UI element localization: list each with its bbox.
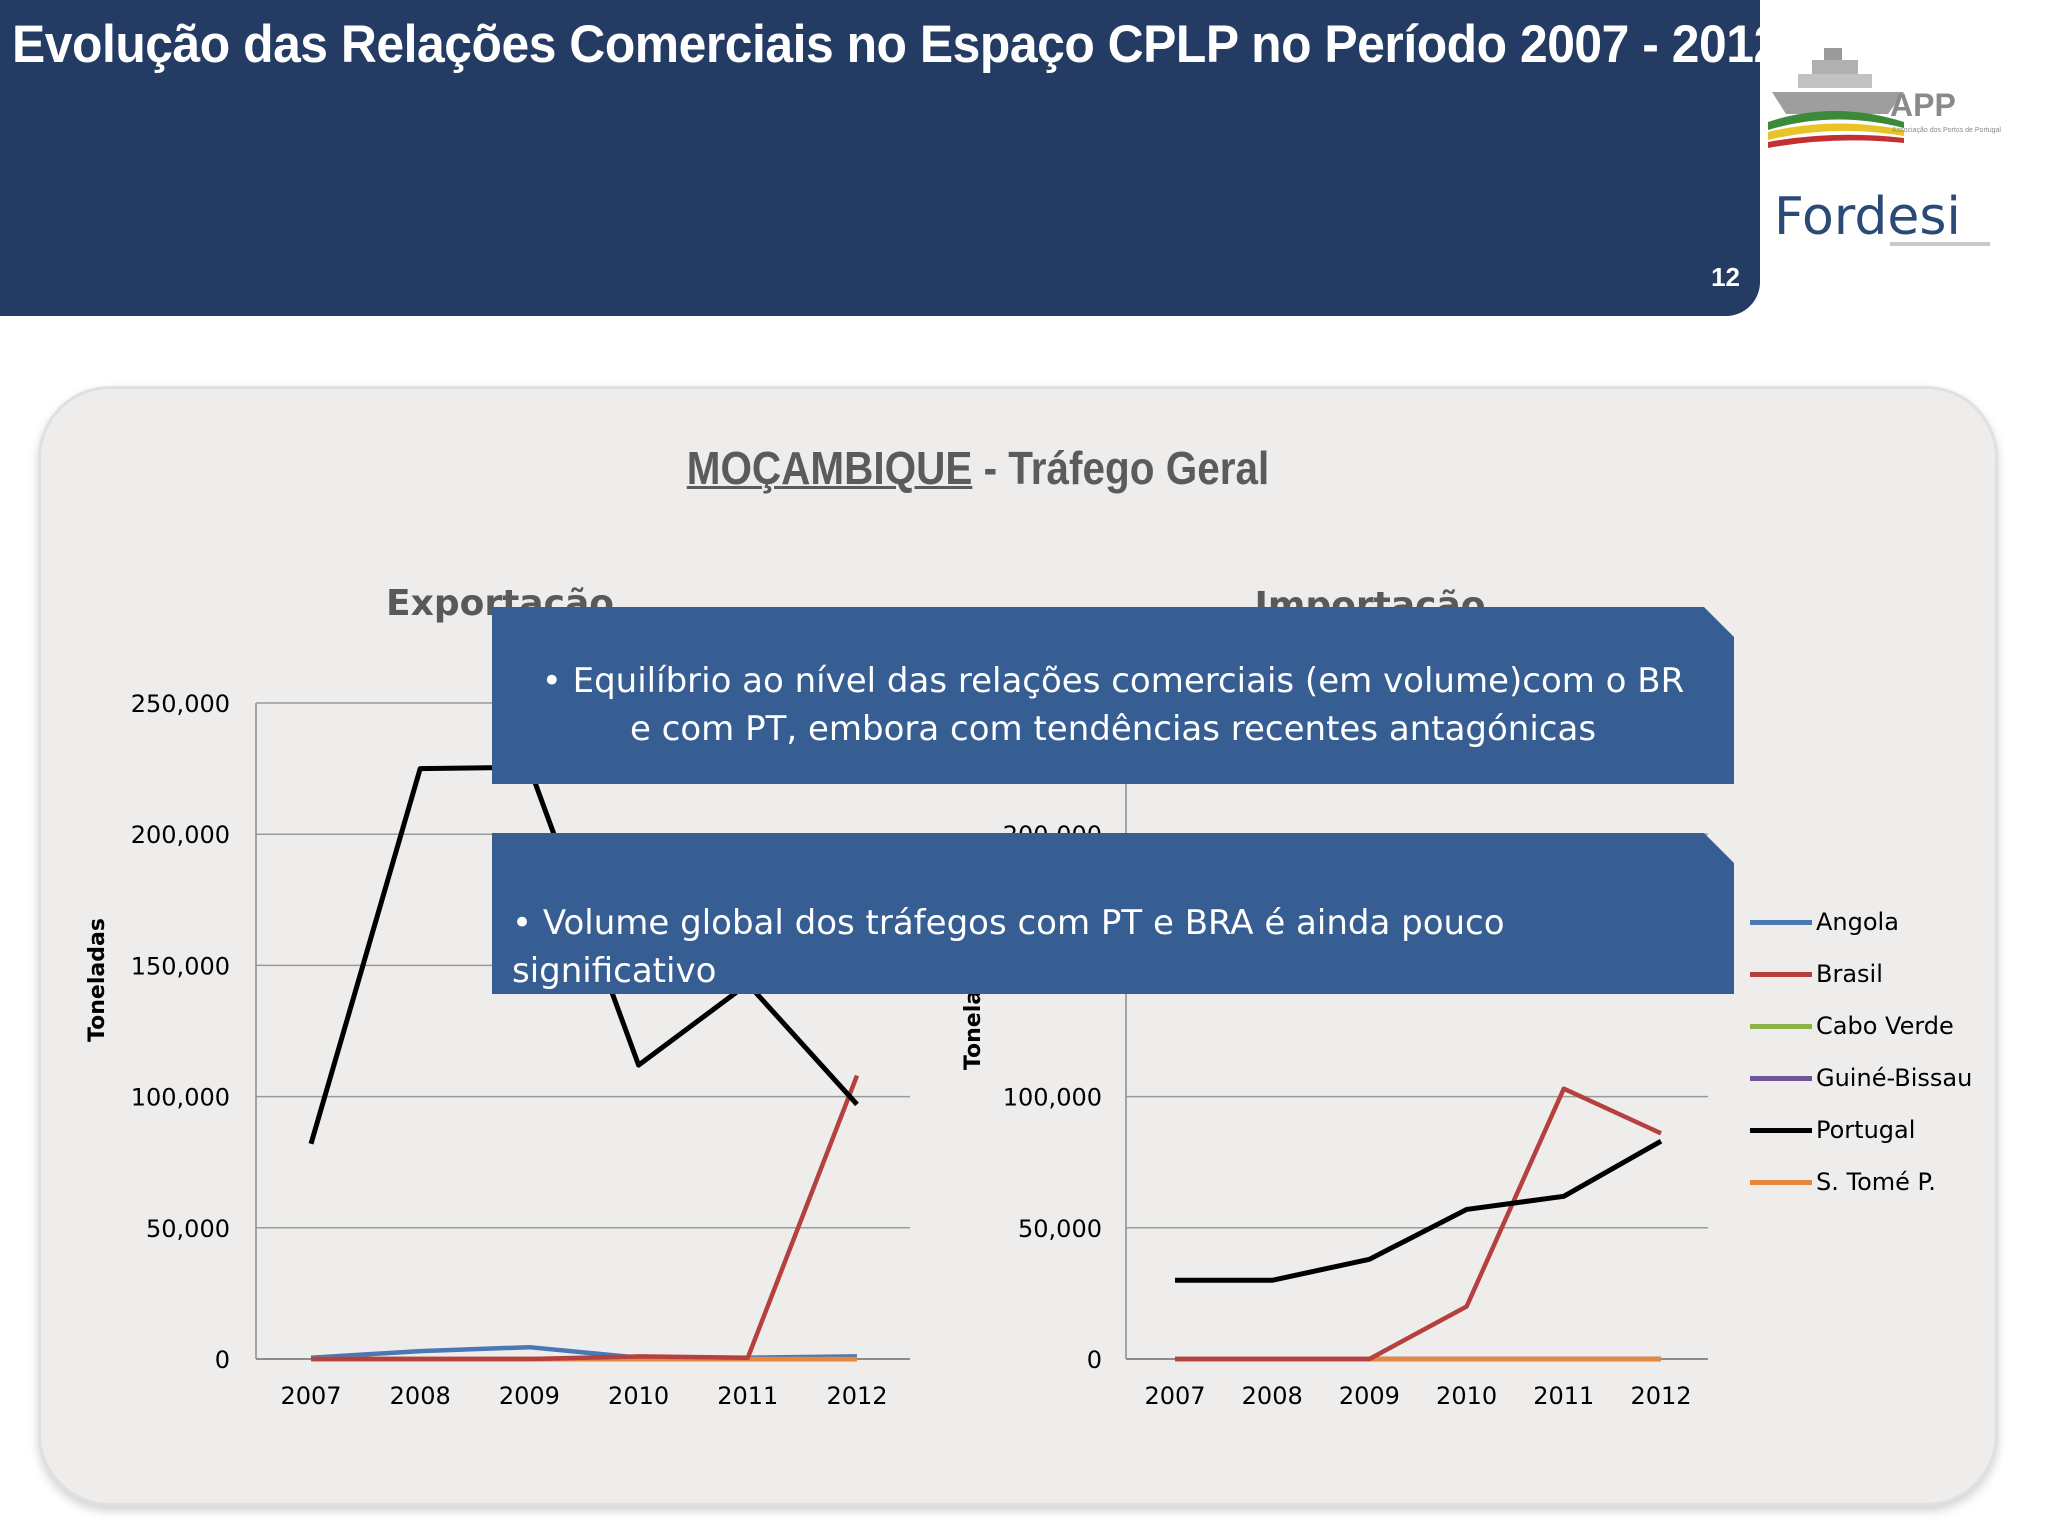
callout-balance: • Equilíbrio ao nível das relações comer…	[492, 607, 1734, 784]
legend-swatch	[1750, 972, 1812, 977]
legend-item: Guiné-Bissau	[1750, 1062, 1972, 1114]
chart-importacao: Importação050,000100,000200,000200720082…	[961, 585, 1708, 1410]
x-tick-label: 2008	[1242, 1382, 1303, 1410]
legend-label: Brasil	[1816, 960, 1883, 988]
legend-swatch	[1750, 1128, 1812, 1133]
legend-label: Angola	[1816, 908, 1899, 936]
y-tick-label: 50,000	[1018, 1215, 1102, 1243]
series-line-brasil	[1175, 1086, 1662, 1362]
app-logo-subtitle: Associação dos Portos de Portugal	[1892, 127, 2001, 134]
fordesi-logo: Fordesi	[1774, 187, 1990, 247]
app-logo: APP Associação dos Portos de Portugal	[1768, 48, 2001, 148]
legend-swatch	[1750, 1180, 1812, 1185]
legend-item: Cabo Verde	[1750, 1010, 1972, 1062]
x-tick-label: 2007	[1144, 1382, 1205, 1410]
slide-header: Evolução das Relações Comerciais no Espa…	[0, 0, 1781, 316]
legend-label: S. Tomé P.	[1816, 1168, 1936, 1196]
x-tick-label: 2009	[499, 1382, 560, 1410]
app-logo-text: APP	[1890, 87, 1956, 123]
y-tick-label: 200,000	[131, 821, 230, 849]
legend-label: Cabo Verde	[1816, 1012, 1954, 1040]
y-axis-label: Toneladas	[85, 918, 110, 1042]
legend-swatch	[1750, 920, 1812, 925]
main-title-rest: - Tráfego Geral	[972, 442, 1270, 494]
series-line-portugal	[1175, 1139, 1663, 1283]
x-tick-label: 2011	[717, 1382, 778, 1410]
legend-item: Brasil	[1750, 958, 1972, 1010]
y-axis-label: Tonela	[961, 990, 986, 1070]
fordesi-logo-text: Fordesi	[1774, 187, 1961, 247]
y-tick-label: 0	[215, 1346, 230, 1374]
x-tick-label: 2010	[608, 1382, 669, 1410]
callout-volume: • Volume global dos tráfegos com PT e BR…	[492, 833, 1734, 994]
y-tick-label: 100,000	[131, 1084, 230, 1112]
legend-swatch	[1750, 1076, 1812, 1081]
series-line-brasil	[311, 1074, 860, 1362]
x-tick-label: 2007	[280, 1382, 341, 1410]
y-tick-label: 0	[1087, 1346, 1102, 1374]
x-tick-label: 2012	[826, 1382, 887, 1410]
ship-icon	[1768, 48, 1904, 148]
main-title-country: MOÇAMBIQUE	[686, 442, 973, 494]
legend-item: Angola	[1750, 906, 1972, 958]
x-tick-label: 2011	[1533, 1382, 1594, 1410]
legend-label: Portugal	[1816, 1116, 1916, 1144]
y-tick-label: 50,000	[146, 1215, 230, 1243]
main-title: MOÇAMBIQUE - Tráfego Geral	[117, 441, 1838, 495]
legend-label: Guiné-Bissau	[1816, 1064, 1973, 1092]
legend-item: S. Tomé P.	[1750, 1166, 1972, 1218]
y-tick-label: 250,000	[131, 690, 230, 718]
x-tick-label: 2012	[1630, 1382, 1691, 1410]
legend-swatch	[1750, 1024, 1812, 1029]
chart-exportacao: Exportação050,000100,000150,000200,00025…	[85, 583, 910, 1410]
legend-item: Portugal	[1750, 1114, 1972, 1166]
x-tick-label: 2010	[1436, 1382, 1497, 1410]
x-tick-label: 2008	[390, 1382, 451, 1410]
x-tick-label: 2009	[1339, 1382, 1400, 1410]
page-number: 12	[1711, 262, 1740, 292]
chart-legend: Angola Brasil Cabo Verde Guiné-Bissau Portug…	[1750, 906, 1972, 1218]
slide-title: Evolução das Relações Comerciais no Espa…	[12, 15, 1781, 74]
y-tick-label: 100,000	[1003, 1084, 1102, 1112]
y-tick-label: 150,000	[131, 952, 230, 980]
